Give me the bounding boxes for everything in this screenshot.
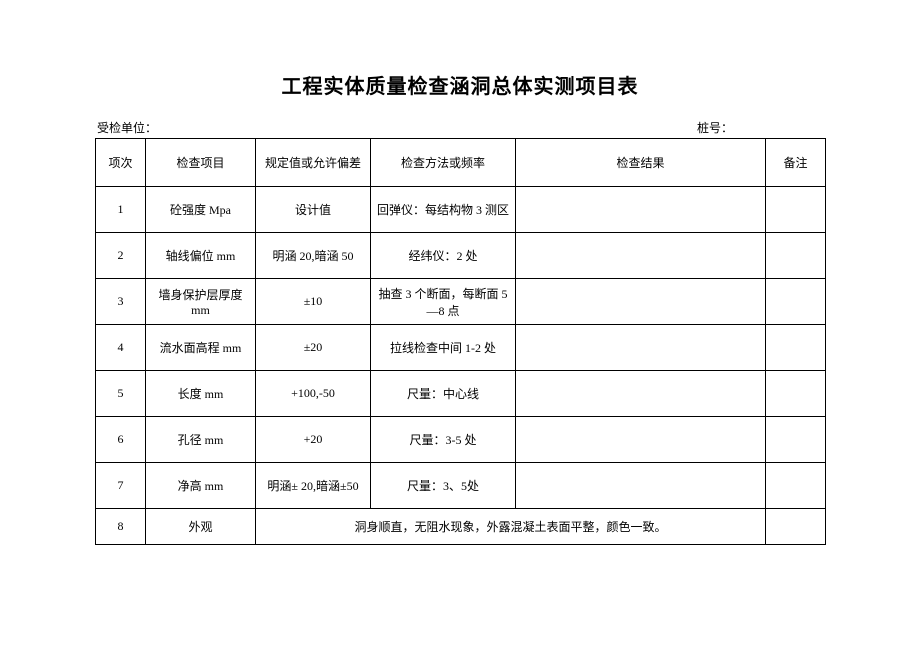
cell-note: [766, 325, 826, 371]
cell-method: 拉线检查中间 1-2 处: [371, 325, 516, 371]
cell-result: [516, 279, 766, 325]
cell-spec: +20: [256, 417, 371, 463]
cell-result: [516, 417, 766, 463]
col-header-no: 项次: [96, 139, 146, 187]
cell-spec: ±10: [256, 279, 371, 325]
col-header-spec: 规定值或允许偏差: [256, 139, 371, 187]
cell-note: [766, 233, 826, 279]
page-title: 工程实体质量检查涵洞总体实测项目表: [95, 70, 825, 99]
col-header-note: 备注: [766, 139, 826, 187]
pile-number-label: 桩号：: [697, 119, 823, 136]
col-header-result: 检查结果: [516, 139, 766, 187]
cell-method: 尺量：3-5 处: [371, 417, 516, 463]
cell-note: [766, 463, 826, 509]
table-row: 8 外观 洞身顺直，无阻水现象，外露混凝土表面平整，颜色一致。: [96, 509, 826, 545]
cell-item: 净高 mm: [146, 463, 256, 509]
cell-method: 经纬仪：2 处: [371, 233, 516, 279]
table-row: 4 流水面高程 mm ±20 拉线检查中间 1-2 处: [96, 325, 826, 371]
cell-method: 尺量：中心线: [371, 371, 516, 417]
cell-no: 1: [96, 187, 146, 233]
table-row: 5 长度 mm +100,-50 尺量：中心线: [96, 371, 826, 417]
cell-result: [516, 233, 766, 279]
cell-note: [766, 509, 826, 545]
cell-item: 外观: [146, 509, 256, 545]
cell-result: [516, 325, 766, 371]
cell-item: 孔径 mm: [146, 417, 256, 463]
cell-note: [766, 279, 826, 325]
table-row: 1 砼强度 Mpa 设计值 回弹仪：每结构物 3 测区: [96, 187, 826, 233]
cell-spec: +100,-50: [256, 371, 371, 417]
cell-note: [766, 417, 826, 463]
cell-method: 尺量：3、5处: [371, 463, 516, 509]
table-row: 2 轴线偏位 mm 明涵 20,暗涵 50 经纬仪：2 处: [96, 233, 826, 279]
cell-spec: 明涵± 20,暗涵±50: [256, 463, 371, 509]
cell-method: 抽查 3 个断面，每断面 5—8 点: [371, 279, 516, 325]
cell-spec: 设计值: [256, 187, 371, 233]
cell-no: 5: [96, 371, 146, 417]
cell-result: [516, 371, 766, 417]
cell-result: [516, 463, 766, 509]
cell-note: [766, 187, 826, 233]
cell-item: 墙身保护层厚度 mm: [146, 279, 256, 325]
inspected-unit-label: 受检单位：: [97, 119, 157, 136]
cell-spec: 明涵 20,暗涵 50: [256, 233, 371, 279]
table-header-row: 项次 检查项目 规定值或允许偏差 检查方法或频率 检查结果 备注: [96, 139, 826, 187]
col-header-method: 检查方法或频率: [371, 139, 516, 187]
cell-method: 回弹仪：每结构物 3 测区: [371, 187, 516, 233]
cell-no: 2: [96, 233, 146, 279]
inspection-table: 项次 检查项目 规定值或允许偏差 检查方法或频率 检查结果 备注 1 砼强度 M…: [95, 138, 826, 545]
cell-item: 砼强度 Mpa: [146, 187, 256, 233]
table-row: 3 墙身保护层厚度 mm ±10 抽查 3 个断面，每断面 5—8 点: [96, 279, 826, 325]
col-header-item: 检查项目: [146, 139, 256, 187]
cell-appearance-description: 洞身顺直，无阻水现象，外露混凝土表面平整，颜色一致。: [256, 509, 766, 545]
cell-result: [516, 187, 766, 233]
cell-no: 4: [96, 325, 146, 371]
cell-no: 3: [96, 279, 146, 325]
cell-spec: ±20: [256, 325, 371, 371]
table-row: 7 净高 mm 明涵± 20,暗涵±50 尺量：3、5处: [96, 463, 826, 509]
document-page: 工程实体质量检查涵洞总体实测项目表 受检单位： 桩号： 项次 检查项目 规定值或…: [0, 0, 920, 575]
meta-header: 受检单位： 桩号：: [95, 119, 825, 136]
table-row: 6 孔径 mm +20 尺量：3-5 处: [96, 417, 826, 463]
cell-no: 7: [96, 463, 146, 509]
cell-no: 8: [96, 509, 146, 545]
cell-item: 长度 mm: [146, 371, 256, 417]
cell-item: 轴线偏位 mm: [146, 233, 256, 279]
cell-note: [766, 371, 826, 417]
cell-item: 流水面高程 mm: [146, 325, 256, 371]
cell-no: 6: [96, 417, 146, 463]
